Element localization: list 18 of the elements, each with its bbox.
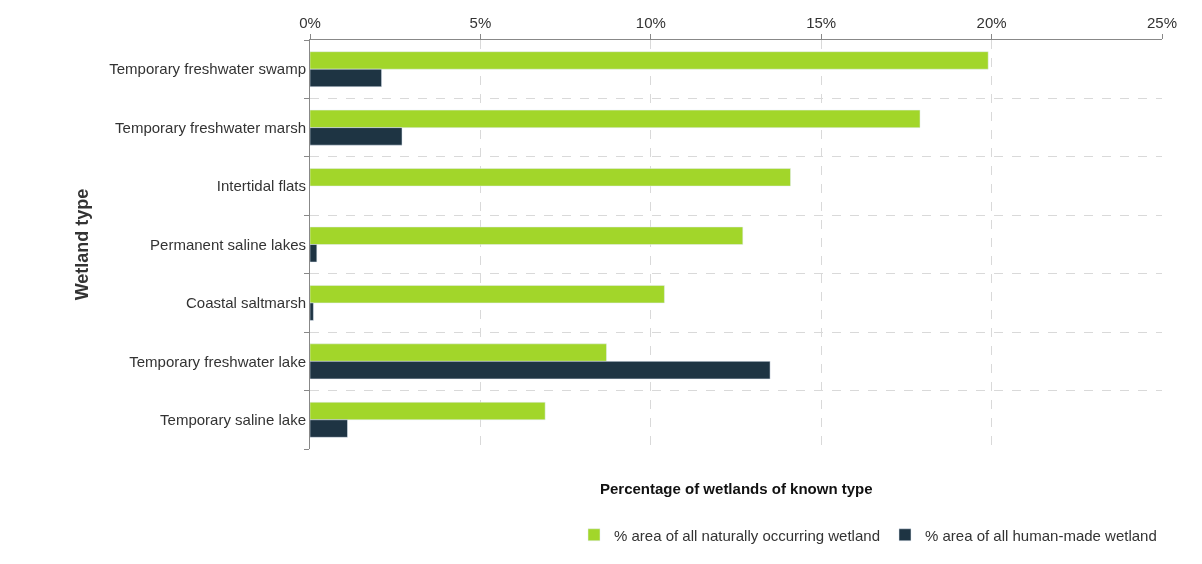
legend-label: % area of all naturally occurring wetland (614, 526, 880, 544)
y-tick-label: Temporary freshwater marsh (115, 118, 306, 136)
y-tick-label: Temporary freshwater swamp (109, 60, 306, 78)
y-tick-label: Coastal saltmarsh (185, 294, 306, 312)
x-tick-label: 10% (635, 14, 666, 31)
y-tick-label: Permanent saline lakes (150, 235, 306, 253)
x-tick-label: 25% (1146, 14, 1178, 31)
x-tick-label: 5% (469, 14, 492, 31)
x-tick-label: 0% (299, 14, 321, 31)
x-axis-title: Percentage of wetlands of known type (600, 480, 873, 497)
bar (310, 168, 791, 187)
y-tick-label: Temporary freshwater lake (129, 352, 306, 370)
x-tick-label: 20% (976, 14, 1007, 31)
x-tick-label: 15% (806, 14, 837, 31)
y-tick-label: Temporary saline lake (160, 411, 306, 429)
y-tick-label: Intertidal flats (216, 177, 306, 195)
y-axis-title: Wetland type (72, 188, 93, 301)
legend-label: % area of all human-made wetland (924, 526, 1157, 544)
